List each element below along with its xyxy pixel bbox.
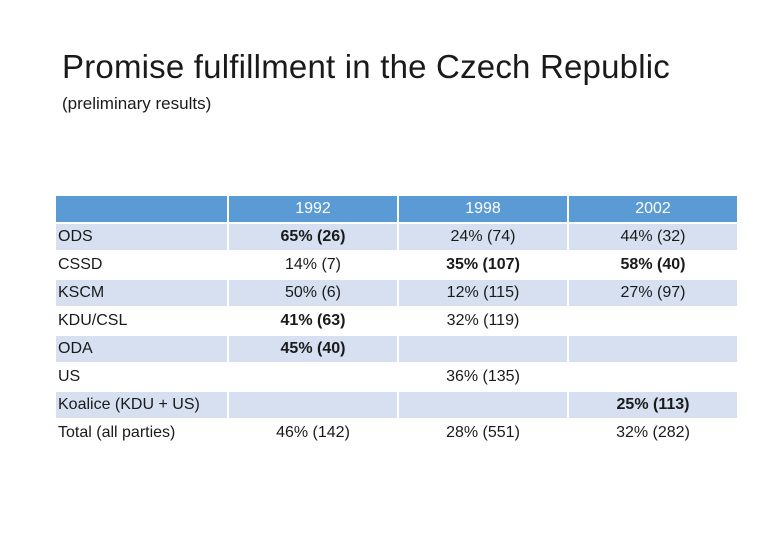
results-table: 1992 1998 2002 ODS 65% (26) 24% (74) 44%… (54, 194, 739, 448)
value-1998: 36% (135) (399, 364, 567, 390)
party-cell: Total (all parties) (56, 420, 227, 446)
table-row-ods: ODS 65% (26) 24% (74) 44% (32) (56, 224, 737, 250)
value-1992: 14% (7) (229, 252, 397, 278)
party-cell: KDU/CSL (56, 308, 227, 334)
value-2002: 32% (282) (569, 420, 737, 446)
party-cell: ODA (56, 336, 227, 362)
header-1998: 1998 (399, 196, 567, 222)
header-party (56, 196, 227, 222)
party-cell: US (56, 364, 227, 390)
value-2002 (569, 364, 737, 390)
table-header-row: 1992 1998 2002 (56, 196, 737, 222)
value-1998: 24% (74) (399, 224, 567, 250)
table-row-kdu-csl: KDU/CSL 41% (63) 32% (119) (56, 308, 737, 334)
value-1998 (399, 392, 567, 418)
slide-title: Promise fulfillment in the Czech Republi… (62, 48, 670, 85)
table-row-total: Total (all parties) 46% (142) 28% (551) … (56, 420, 737, 446)
party-cell: Koalice (KDU + US) (56, 392, 227, 418)
party-cell: KSCM (56, 280, 227, 306)
table-row-kscm: KSCM 50% (6) 12% (115) 27% (97) (56, 280, 737, 306)
header-2002: 2002 (569, 196, 737, 222)
value-1992: 45% (40) (229, 336, 397, 362)
value-1992 (229, 392, 397, 418)
value-1992: 46% (142) (229, 420, 397, 446)
table-row-cssd: CSSD 14% (7) 35% (107) 58% (40) (56, 252, 737, 278)
slide-subtitle: (preliminary results) (62, 94, 212, 113)
value-1998: 28% (551) (399, 420, 567, 446)
party-cell: ODS (56, 224, 227, 250)
value-2002 (569, 336, 737, 362)
value-1992: 65% (26) (229, 224, 397, 250)
table-row-koalice: Koalice (KDU + US) 25% (113) (56, 392, 737, 418)
table-row-us: US 36% (135) (56, 364, 737, 390)
value-2002: 25% (113) (569, 392, 737, 418)
value-1998: 12% (115) (399, 280, 567, 306)
value-1992 (229, 364, 397, 390)
table-row-oda: ODA 45% (40) (56, 336, 737, 362)
value-2002: 27% (97) (569, 280, 737, 306)
value-2002: 44% (32) (569, 224, 737, 250)
value-2002: 58% (40) (569, 252, 737, 278)
value-1992: 41% (63) (229, 308, 397, 334)
party-cell: CSSD (56, 252, 227, 278)
value-1992: 50% (6) (229, 280, 397, 306)
value-1998: 32% (119) (399, 308, 567, 334)
value-1998 (399, 336, 567, 362)
value-1998: 35% (107) (399, 252, 567, 278)
header-1992: 1992 (229, 196, 397, 222)
value-2002 (569, 308, 737, 334)
